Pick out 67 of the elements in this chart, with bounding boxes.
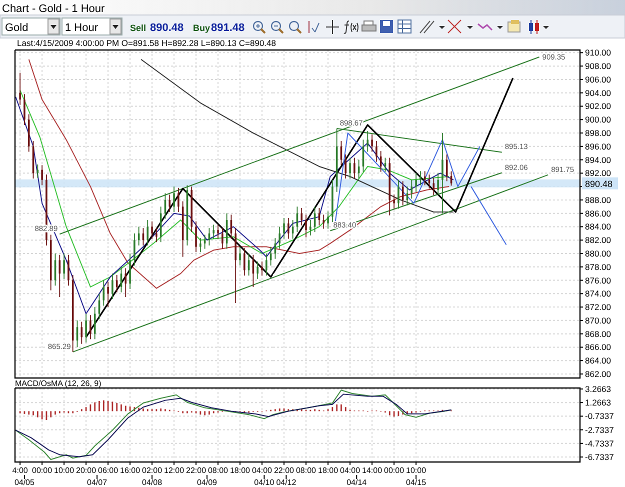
x2-tick-label: 04/08 (142, 478, 163, 487)
x-tick-label: 14:00 (362, 466, 383, 475)
x-tick-label: 10:00 (54, 466, 75, 475)
y-tick-label: 1.2663 (585, 398, 612, 408)
chart-title: MACD/OsMA (12, 26, 9) (15, 379, 102, 388)
text: Sell (130, 23, 146, 33)
y-tick-label: 3.2663 (585, 384, 612, 394)
chart-title: Chart - Gold - 1 Hour (2, 3, 106, 15)
y-tick-label: 892.00 (585, 168, 612, 178)
x-tick-label: 04:00 (340, 466, 361, 475)
x-tick-label: 04:00 (252, 466, 273, 475)
y-tick-label: 878.00 (585, 262, 612, 272)
x2-tick-label: 04/15 (406, 478, 427, 487)
y-tick-label: 882.00 (585, 235, 612, 246)
y-tick-label: 862.00 (585, 368, 612, 379)
x2-tick-label: 04/09 (197, 478, 218, 487)
y-tick-label: 866.00 (585, 342, 612, 352)
text: Buy (193, 23, 210, 33)
x-tick-label: 08:00 (208, 466, 229, 475)
x-tick-label: 12:00 (164, 466, 185, 475)
x2-tick-label: 04/07 (87, 478, 108, 487)
y-tick-label: 880.00 (585, 248, 612, 258)
x-tick-label: 06:00 (98, 466, 119, 475)
y-tick-label: 888.00 (585, 194, 612, 205)
text: 891.48 (211, 22, 245, 34)
y-tick-label: 886.00 (585, 208, 612, 218)
x-tick-label: 16:00 (120, 466, 141, 475)
y-tick-label: 904.00 (585, 88, 612, 98)
text: 890.48 (150, 22, 184, 34)
x-tick-label: 08:00 (296, 466, 317, 475)
y-tick-label: 870.00 (585, 315, 612, 326)
y-tick-label: 874.00 (585, 288, 612, 299)
y-tick-label: 898.00 (585, 128, 612, 138)
x-tick-label: 4:00 (12, 466, 28, 475)
x-tick-label: 00:00 (32, 466, 53, 475)
x-tick-label: 00:00 (384, 466, 405, 475)
y-tick-label: 902.00 (585, 101, 612, 112)
y-tick-label: -4.7337 (585, 438, 614, 448)
y-tick-label: -6.7337 (585, 452, 614, 462)
y-tick-label: -0.7337 (585, 411, 614, 422)
x-tick-label: 02:00 (142, 466, 163, 475)
x-tick-label: 10:00 (406, 466, 427, 475)
y-tick-label: 884.00 (585, 222, 612, 232)
y-tick-label: 876.00 (585, 275, 612, 286)
y-tick-label: 864.00 (585, 356, 612, 366)
y-tick-label: 900.00 (585, 114, 612, 125)
x2-tick-label: 04/05 (14, 478, 36, 487)
x-tick-label: 22:00 (274, 466, 295, 475)
x2-tick-label: 04/10 (254, 478, 275, 487)
y-tick-label: 908.00 (585, 61, 612, 72)
x-tick-label: 18:00 (230, 466, 251, 475)
x-tick-label: 20:00 (76, 466, 97, 475)
y-tick-label: 868.00 (585, 328, 612, 339)
ref-line-label: 890.48 (585, 178, 613, 189)
x2-tick-label: 04/14 (346, 478, 368, 487)
y-tick-label: 894.00 (585, 154, 612, 165)
y-tick-label: 896.00 (585, 141, 612, 152)
y-tick-label: 906.00 (585, 74, 612, 84)
x-tick-label: 22:00 (186, 466, 207, 475)
y-tick-label: -2.7337 (585, 424, 614, 435)
y-tick-label: 910.00 (585, 48, 612, 58)
y-tick-label: 872.00 (585, 302, 612, 312)
x2-tick-label: 04/12 (276, 478, 297, 487)
text: Gold (5, 22, 28, 34)
text: 1 Hour (65, 22, 98, 34)
x-tick-label: 18:00 (318, 466, 339, 475)
chart-subtitle: Last:4/15/2009 4:00:00 PM O=891.58 H=892.28 L=890.13 C=890.48 (17, 38, 276, 48)
